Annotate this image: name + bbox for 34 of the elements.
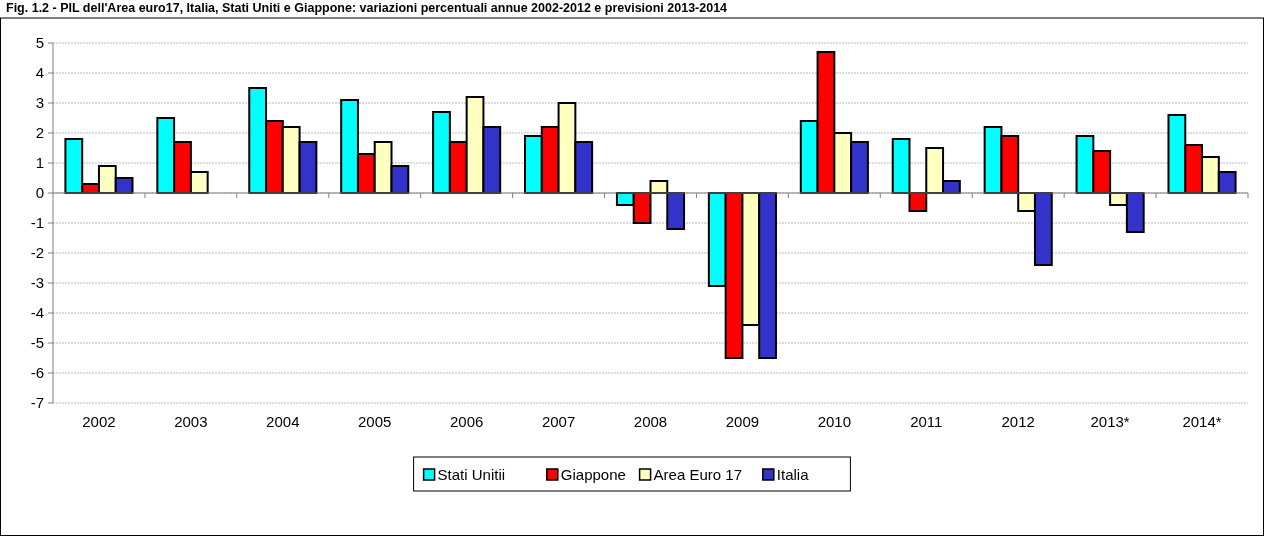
y-tick-label: -5	[30, 334, 44, 352]
x-tick-label: 2005	[358, 413, 392, 430]
x-tick-label: 2011	[910, 413, 943, 430]
y-tick-label: -2	[30, 244, 44, 262]
y-tick-label: -7	[30, 394, 44, 412]
x-tick-label: 2006	[449, 413, 484, 430]
y-tick-label: 4	[35, 64, 44, 82]
x-tick-label: 2003	[174, 413, 208, 430]
legend-label: Area Euro 17	[653, 466, 742, 484]
legend-label: Italia	[776, 466, 810, 484]
y-tick-label: 2	[35, 124, 44, 142]
bar	[666, 192, 686, 230]
x-tick-label: 2014*	[1182, 413, 1222, 430]
bar	[908, 192, 928, 212]
x-tick-label: 2007	[541, 413, 576, 430]
x-tick-label: 2002	[82, 413, 116, 430]
y-tick-label: -6	[30, 364, 44, 382]
y-tick-label: 3	[35, 94, 44, 112]
x-tick-label: 2008	[633, 413, 668, 430]
legend-label: Giappone	[560, 466, 626, 484]
bar	[891, 138, 911, 194]
y-tick-label: 5	[35, 34, 44, 52]
y-tick-label: -1	[30, 214, 44, 232]
x-tick-label: 2009	[725, 413, 760, 430]
x-tick-label: 2004	[266, 413, 300, 430]
y-tick-label: 1	[35, 154, 44, 172]
y-tick-label: 0	[35, 184, 44, 202]
y-tick-label: -4	[30, 304, 44, 322]
legend-label: Stati Unitii	[437, 466, 506, 484]
x-tick-label: 2010	[817, 413, 852, 430]
x-tick-label: 2013*	[1090, 413, 1130, 430]
chart-title: Fig. 1.2 - PIL dell'Area euro17, Italia, Stati Uniti e Giappone: variazioni percentuali annue 2002-2012 e previsioni 2013-2014	[6, 1, 728, 15]
x-tick-label: 2012	[1001, 413, 1035, 430]
y-tick-label: -3	[30, 274, 44, 292]
